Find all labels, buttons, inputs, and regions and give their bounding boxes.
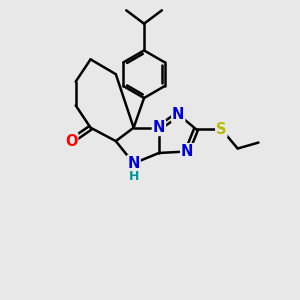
Text: N: N (181, 144, 193, 159)
Text: O: O (65, 134, 77, 148)
Text: S: S (216, 122, 226, 137)
Text: N: N (172, 107, 184, 122)
Text: H: H (128, 170, 139, 183)
Text: N: N (128, 156, 140, 171)
Text: N: N (153, 120, 165, 135)
